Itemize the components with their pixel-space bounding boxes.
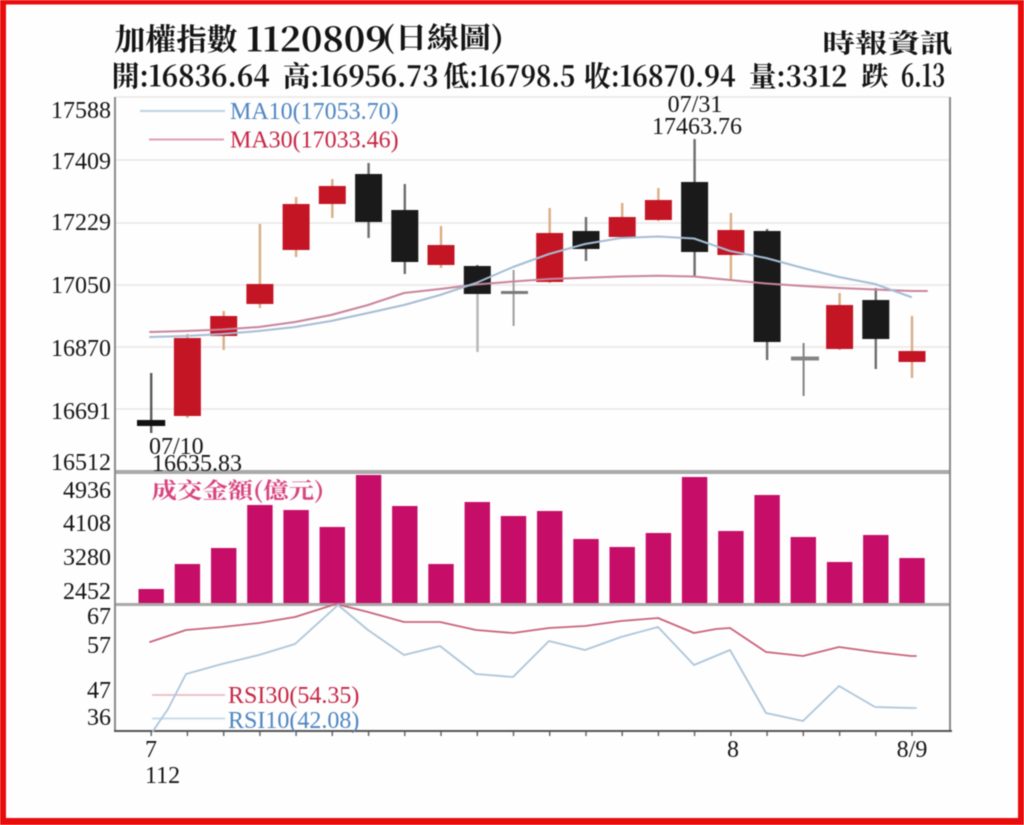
svg-text:47: 47 [87, 678, 111, 704]
svg-text:8: 8 [727, 737, 739, 763]
svg-text:07/31: 07/31 [668, 92, 723, 118]
svg-text:MA10(17053.70): MA10(17053.70) [230, 99, 399, 125]
svg-text:67: 67 [87, 604, 111, 630]
svg-text:RSI10(42.08): RSI10(42.08) [228, 708, 359, 734]
svg-text:7: 7 [145, 737, 157, 763]
svg-text:2452: 2452 [63, 579, 111, 605]
svg-text:17409: 17409 [51, 149, 111, 175]
svg-text:4936: 4936 [63, 478, 111, 504]
svg-text:17229: 17229 [51, 210, 111, 236]
svg-text:16691: 16691 [51, 399, 111, 425]
svg-text:3280: 3280 [63, 545, 111, 571]
svg-text:MA30(17033.46): MA30(17033.46) [230, 128, 399, 154]
svg-text:4108: 4108 [63, 511, 111, 537]
svg-text:RSI30(54.35): RSI30(54.35) [228, 683, 359, 709]
svg-text:07/10: 07/10 [149, 434, 204, 460]
svg-text:8/9: 8/9 [897, 737, 928, 763]
svg-text:17588: 17588 [51, 98, 111, 124]
svg-text:17050: 17050 [51, 273, 111, 299]
svg-text:57: 57 [87, 633, 111, 659]
svg-text:16635.83: 16635.83 [152, 451, 242, 477]
svg-text:17463.76: 17463.76 [652, 114, 742, 140]
svg-text:112: 112 [145, 763, 180, 789]
svg-text:16512: 16512 [51, 450, 111, 476]
svg-text:36: 36 [87, 705, 111, 731]
svg-text:16870: 16870 [51, 336, 111, 362]
